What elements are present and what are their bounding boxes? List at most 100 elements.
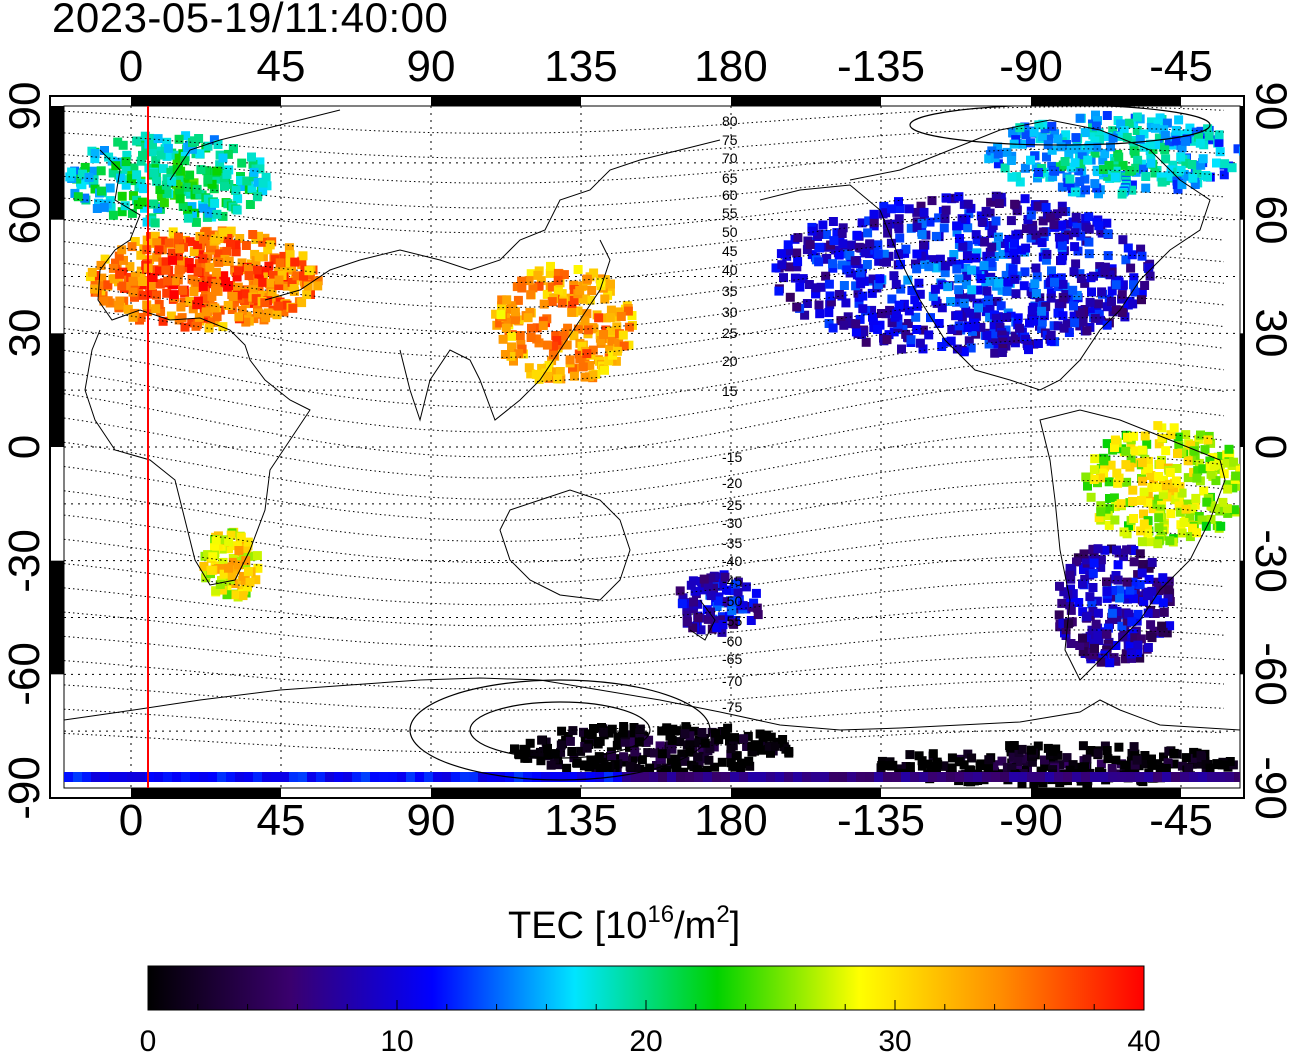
tec-pixel bbox=[130, 271, 140, 281]
tec-pixel bbox=[1034, 120, 1044, 130]
tec-pixel bbox=[1131, 163, 1141, 173]
tec-pixel bbox=[1224, 444, 1234, 454]
tec-pixel bbox=[1113, 560, 1123, 570]
tec-pixel bbox=[96, 166, 106, 176]
tec-pixel bbox=[971, 230, 981, 240]
contour-label: 50 bbox=[722, 224, 738, 240]
tec-pixel bbox=[1099, 468, 1109, 478]
tec-pixel bbox=[1123, 594, 1132, 604]
tec-pixel bbox=[1158, 573, 1168, 583]
tec-pixel bbox=[198, 203, 208, 213]
tec-pixel bbox=[1165, 621, 1175, 631]
tec-pixel bbox=[967, 265, 977, 275]
tec-pixel bbox=[217, 585, 227, 595]
tec-pixel bbox=[959, 298, 969, 308]
tec-pixel bbox=[1000, 163, 1010, 173]
tec-pixel bbox=[940, 268, 950, 278]
tec-pixel bbox=[710, 762, 720, 772]
tec-pixel bbox=[1069, 301, 1078, 311]
tec-pixel bbox=[252, 265, 262, 275]
tec-pixel bbox=[406, 772, 415, 782]
tec-pixel bbox=[595, 772, 604, 782]
tec-pixel bbox=[724, 611, 734, 621]
tec-pixel bbox=[96, 281, 106, 291]
tec-pixel bbox=[912, 222, 922, 232]
tec-pixel bbox=[174, 251, 183, 261]
tec-pixel bbox=[1037, 238, 1047, 248]
tec-pixel bbox=[117, 245, 127, 255]
tec-pixel bbox=[588, 345, 598, 355]
tec-pixel bbox=[964, 772, 973, 782]
tec-pixel bbox=[824, 279, 834, 289]
tec-pixel bbox=[109, 274, 119, 284]
tec-pixel bbox=[556, 740, 566, 750]
tec-pixel bbox=[564, 293, 574, 303]
tec-pixel bbox=[1120, 654, 1130, 664]
tec-pixel bbox=[1213, 760, 1223, 770]
tec-pixel bbox=[971, 253, 980, 263]
tec-pixel bbox=[1159, 752, 1168, 762]
tec-pixel bbox=[1137, 445, 1147, 455]
tec-pixel bbox=[973, 285, 982, 295]
tec-pixel bbox=[284, 262, 294, 272]
tec-pixel bbox=[199, 772, 208, 782]
tec-pixel bbox=[234, 266, 243, 276]
tec-pixel bbox=[1204, 131, 1214, 141]
tec-pixel bbox=[521, 746, 531, 756]
tec-pixel bbox=[73, 772, 82, 782]
tec-pixel bbox=[219, 569, 229, 579]
lon-tick-label: 180 bbox=[694, 42, 768, 91]
tec-pixel bbox=[997, 330, 1007, 340]
tec-pixel bbox=[1124, 609, 1134, 619]
contour-line bbox=[64, 579, 1225, 627]
tec-pixel bbox=[228, 557, 238, 567]
tec-pixel bbox=[187, 264, 197, 274]
tec-pixel bbox=[568, 364, 577, 374]
tec-pixel bbox=[1081, 555, 1091, 565]
tec-pixel bbox=[145, 133, 155, 143]
tec-pixel bbox=[509, 356, 518, 366]
tec-pixel bbox=[1050, 166, 1060, 176]
contour-line bbox=[64, 148, 1225, 184]
tec-pixel bbox=[1225, 757, 1235, 766]
tec-pixel bbox=[451, 772, 460, 782]
tec-pixel bbox=[979, 261, 989, 271]
tec-pixel bbox=[742, 742, 752, 751]
tec-pixel bbox=[1090, 772, 1099, 782]
tec-pixel bbox=[693, 613, 703, 623]
tec-pixel bbox=[1220, 159, 1230, 169]
tec-pixel bbox=[169, 190, 179, 200]
tec-pixel bbox=[906, 335, 916, 345]
tec-pixel bbox=[201, 227, 211, 237]
tec-pixel bbox=[919, 207, 929, 217]
tec-pixel bbox=[1017, 778, 1027, 788]
tec-pixel bbox=[1131, 446, 1141, 456]
tec-pixel bbox=[619, 722, 629, 731]
tec-pixel bbox=[1091, 110, 1100, 120]
tec-pixel bbox=[865, 249, 875, 259]
tec-pixel bbox=[178, 285, 187, 295]
tec-pixel bbox=[962, 323, 972, 333]
tec-pixel bbox=[249, 314, 259, 324]
tec-pixel bbox=[1209, 460, 1219, 470]
tec-pixel bbox=[248, 285, 258, 295]
tec-pixel bbox=[910, 295, 920, 305]
tec-pixel bbox=[1082, 612, 1092, 621]
tec-pixel bbox=[87, 267, 97, 277]
tec-pixel bbox=[1122, 477, 1132, 487]
tec-pixel bbox=[1203, 435, 1213, 445]
tec-pixel bbox=[415, 772, 424, 782]
tec-pixel bbox=[1126, 772, 1135, 782]
tec-pixel bbox=[272, 310, 282, 320]
tec-pixel bbox=[1104, 520, 1114, 530]
tec-pixel bbox=[238, 591, 248, 601]
tec-pixel bbox=[865, 239, 875, 249]
tec-pixel bbox=[952, 221, 962, 231]
tec-pixel bbox=[1207, 772, 1216, 782]
tec-pixel bbox=[1054, 610, 1064, 620]
tec-pixel bbox=[879, 201, 889, 211]
tec-pixel bbox=[741, 582, 751, 592]
tec-pixel bbox=[1127, 250, 1137, 260]
tec-pixel bbox=[680, 729, 690, 739]
tec-pixel bbox=[1147, 754, 1156, 764]
